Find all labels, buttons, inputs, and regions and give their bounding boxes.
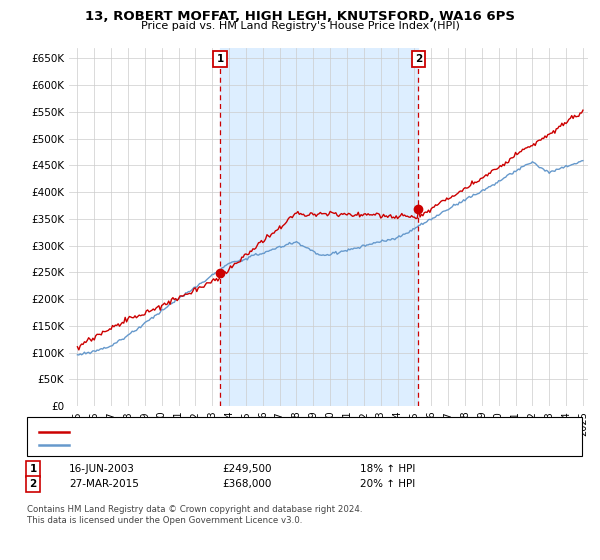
Text: HPI: Average price, detached house, Cheshire East: HPI: Average price, detached house, Ches… xyxy=(72,440,320,450)
Text: 2: 2 xyxy=(29,479,37,489)
Text: 13, ROBERT MOFFAT, HIGH LEGH, KNUTSFORD, WA16 6PS (detached house): 13, ROBERT MOFFAT, HIGH LEGH, KNUTSFORD,… xyxy=(72,427,444,437)
Text: £249,500: £249,500 xyxy=(222,464,271,474)
Text: 27-MAR-2015: 27-MAR-2015 xyxy=(69,479,139,489)
Text: 1: 1 xyxy=(217,54,224,64)
Text: 2: 2 xyxy=(415,54,422,64)
Text: £368,000: £368,000 xyxy=(222,479,271,489)
Text: Contains HM Land Registry data © Crown copyright and database right 2024.
This d: Contains HM Land Registry data © Crown c… xyxy=(27,505,362,525)
Text: 16-JUN-2003: 16-JUN-2003 xyxy=(69,464,135,474)
Text: 18% ↑ HPI: 18% ↑ HPI xyxy=(360,464,415,474)
Text: Price paid vs. HM Land Registry's House Price Index (HPI): Price paid vs. HM Land Registry's House … xyxy=(140,21,460,31)
Text: 20% ↑ HPI: 20% ↑ HPI xyxy=(360,479,415,489)
Text: 13, ROBERT MOFFAT, HIGH LEGH, KNUTSFORD, WA16 6PS: 13, ROBERT MOFFAT, HIGH LEGH, KNUTSFORD,… xyxy=(85,10,515,23)
Bar xyxy=(220,48,418,406)
Text: 1: 1 xyxy=(29,464,37,474)
